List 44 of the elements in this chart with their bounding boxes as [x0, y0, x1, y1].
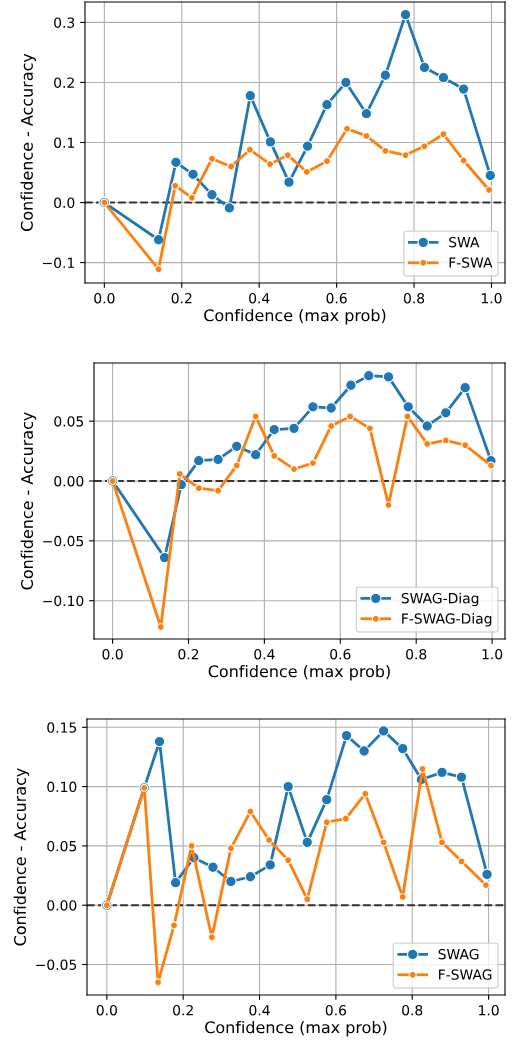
x-tick-label: 1.0	[482, 648, 503, 660]
y-tick-label: 0.10	[47, 781, 77, 793]
y-tick-label: 0.0	[54, 197, 75, 209]
x-tick-label: 0.4	[249, 292, 270, 304]
x-tick-label: 0.0	[96, 1004, 117, 1016]
legend-label: SWA	[449, 236, 480, 248]
y-tick-label: 0.05	[47, 840, 77, 852]
x-axis-title: Confidence (max prob)	[204, 308, 386, 325]
y-tick-label: 0.05	[54, 416, 84, 427]
y-tick-label: 0.3	[54, 17, 75, 28]
y-tick-label: −0.05	[36, 959, 77, 970]
x-tick-label: 0.0	[94, 292, 115, 304]
y-axis-title: Confidence - Accuracy	[20, 53, 36, 231]
y-tick-label: 0.00	[47, 900, 77, 911]
x-tick-label: 0.6	[325, 1004, 347, 1016]
y-tick-label: 0.2	[54, 77, 74, 88]
legend-label: F-SWA	[449, 257, 493, 268]
y-tick-label: 0.15	[47, 722, 77, 733]
x-tick-label: 0.8	[403, 292, 425, 304]
y-tick-label: −0.05	[43, 535, 84, 547]
y-tick-label: 0.00	[54, 475, 84, 487]
x-tick-label: 0.0	[102, 648, 123, 660]
legend-label: F-SWAG	[439, 969, 492, 980]
x-tick-label: 0.2	[171, 292, 192, 304]
x-axis-title: Confidence (max prob)	[208, 664, 390, 681]
x-tick-label: 0.8	[406, 648, 427, 660]
x-tick-label: 1.0	[481, 292, 502, 304]
y-tick-label: −0.10	[43, 595, 84, 607]
y-axis-title: Confidence - Accuracy	[20, 412, 37, 590]
legend-label: SWAG-Diag	[401, 592, 479, 607]
x-tick-label: 0.2	[178, 648, 199, 660]
x-tick-label: 0.6	[330, 648, 351, 660]
y-tick-label: 0.1	[54, 137, 74, 148]
x-tick-label: 0.4	[254, 648, 275, 660]
x-tick-label: 0.2	[173, 1004, 193, 1016]
legend-label: SWAG	[438, 948, 479, 960]
y-axis-title: Confidence - Accuracy	[13, 768, 30, 946]
x-tick-label: 0.8	[402, 1004, 423, 1016]
x-axis-title: Confidence (max prob)	[205, 1020, 387, 1037]
legend-label: F-SWAG-Diag	[402, 613, 492, 627]
x-tick-label: 0.6	[326, 292, 347, 304]
x-tick-label: 0.4	[249, 1004, 270, 1016]
x-tick-label: 1.0	[479, 1004, 499, 1016]
y-tick-label: −0.1	[43, 257, 74, 269]
